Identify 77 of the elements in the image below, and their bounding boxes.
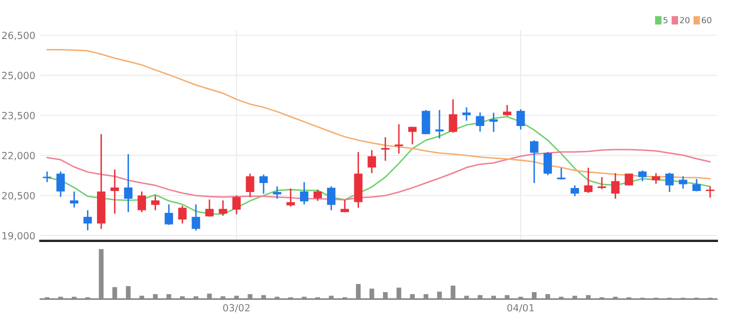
candlestick xyxy=(259,174,268,194)
bar xyxy=(476,294,484,300)
candlestick xyxy=(408,126,417,145)
bar xyxy=(436,290,444,300)
candlestick xyxy=(692,178,701,192)
candlestick xyxy=(544,151,552,176)
candlestick xyxy=(476,112,484,132)
legend-label: 5 xyxy=(664,17,668,24)
candlestick xyxy=(557,167,566,180)
bar xyxy=(206,292,214,300)
candlestick xyxy=(232,194,241,215)
bar xyxy=(584,294,592,300)
y-tick-label: 25,000 xyxy=(2,72,35,80)
bar xyxy=(246,292,254,300)
legend-label: 60 xyxy=(702,16,712,24)
bar xyxy=(110,286,118,300)
candlestick xyxy=(530,140,538,184)
candlestick xyxy=(272,186,282,200)
legend-label: 20 xyxy=(680,16,690,24)
x-tick-label: 04/01 xyxy=(507,304,534,312)
bar xyxy=(382,290,390,300)
candlestick xyxy=(138,190,146,213)
bar xyxy=(503,294,511,300)
candlestick xyxy=(368,149,376,174)
candlestick xyxy=(448,98,458,134)
candlestick xyxy=(706,186,714,198)
candlestick xyxy=(56,170,65,198)
candlestick xyxy=(286,188,295,208)
bar xyxy=(354,282,362,300)
candlestick xyxy=(381,136,390,162)
candlestick xyxy=(435,109,444,140)
y-tick-label: 20,500 xyxy=(2,192,35,200)
y-tick-label: 22,000 xyxy=(2,152,35,160)
bar xyxy=(408,292,416,300)
candlestick xyxy=(164,204,174,226)
candlestick xyxy=(340,199,349,213)
x-tick-label: 03/02 xyxy=(223,304,250,312)
candlestick xyxy=(678,176,688,190)
candlestick xyxy=(151,194,160,211)
candlestick xyxy=(205,198,214,218)
candlestick xyxy=(178,204,187,224)
bar xyxy=(124,284,132,300)
candlestick xyxy=(489,112,498,133)
bar xyxy=(152,292,160,300)
candlestick xyxy=(314,188,322,202)
candlestick xyxy=(246,172,254,198)
candlestick xyxy=(624,172,634,186)
candlestick xyxy=(110,168,119,214)
y-tick-label: 19,000 xyxy=(2,232,35,240)
candlestick xyxy=(665,172,674,193)
bar xyxy=(544,292,552,300)
candlestick xyxy=(652,172,660,184)
y-tick-label: 26,500 xyxy=(2,32,35,40)
candlestick xyxy=(70,190,78,208)
candlestick xyxy=(598,176,606,190)
bar xyxy=(422,292,430,300)
candlestick xyxy=(422,109,430,135)
candlestick xyxy=(611,172,620,200)
bar xyxy=(395,286,403,300)
bar xyxy=(97,248,105,300)
bar xyxy=(368,287,376,300)
candlestick xyxy=(327,186,336,211)
candlestick xyxy=(124,153,132,213)
candlestick xyxy=(502,104,512,117)
candlestick xyxy=(638,170,647,182)
y-tick-label: 23,500 xyxy=(2,112,35,120)
bar xyxy=(165,292,173,300)
candlestick xyxy=(192,204,200,232)
candlestick xyxy=(584,167,593,194)
candlestick xyxy=(570,184,579,197)
candlestick xyxy=(516,108,525,130)
bar xyxy=(530,290,538,300)
candlestick xyxy=(83,210,92,231)
bar xyxy=(449,284,457,300)
candlestick xyxy=(394,123,404,154)
candlestick xyxy=(300,181,308,206)
bar xyxy=(260,294,268,300)
